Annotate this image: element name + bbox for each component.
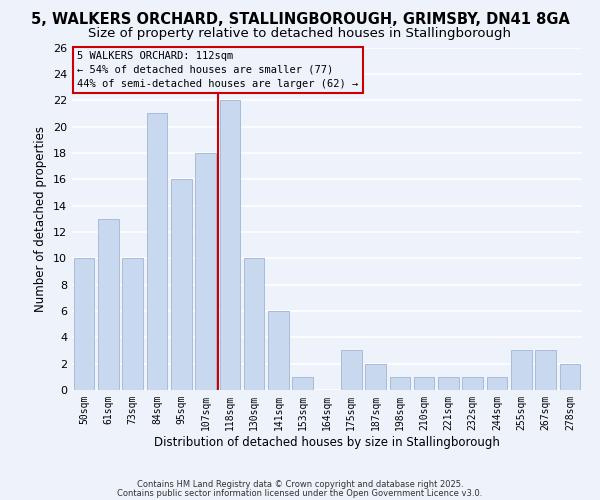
Bar (365, 364, 386, 390)
Text: 5 WALKERS ORCHARD: 112sqm
← 54% of detached houses are smaller (77)
44% of semi-: 5 WALKERS ORCHARD: 112sqm ← 54% of detac… (77, 51, 358, 89)
Bar (511, 350, 532, 390)
Text: Contains HM Land Registry data © Crown copyright and database right 2025.: Contains HM Land Registry data © Crown c… (137, 480, 463, 489)
Y-axis label: Number of detached properties: Number of detached properties (34, 126, 47, 312)
Text: Contains public sector information licensed under the Open Government Licence v3: Contains public sector information licen… (118, 488, 482, 498)
Bar (220, 100, 240, 390)
Text: 5, WALKERS ORCHARD, STALLINGBOROUGH, GRIMSBY, DN41 8GA: 5, WALKERS ORCHARD, STALLINGBOROUGH, GRI… (31, 12, 569, 28)
Bar (74, 258, 94, 390)
Bar (98, 219, 119, 390)
Bar (535, 350, 556, 390)
Bar (244, 258, 265, 390)
Bar (195, 153, 216, 390)
Bar (341, 350, 362, 390)
Bar (487, 377, 508, 390)
X-axis label: Distribution of detached houses by size in Stallingborough: Distribution of detached houses by size … (154, 436, 500, 448)
Text: Size of property relative to detached houses in Stallingborough: Size of property relative to detached ho… (89, 28, 511, 40)
Bar (560, 364, 580, 390)
Bar (268, 311, 289, 390)
Bar (414, 377, 434, 390)
Bar (122, 258, 143, 390)
Bar (463, 377, 483, 390)
Bar (146, 114, 167, 390)
Bar (438, 377, 459, 390)
Bar (171, 179, 191, 390)
Bar (389, 377, 410, 390)
Bar (292, 377, 313, 390)
